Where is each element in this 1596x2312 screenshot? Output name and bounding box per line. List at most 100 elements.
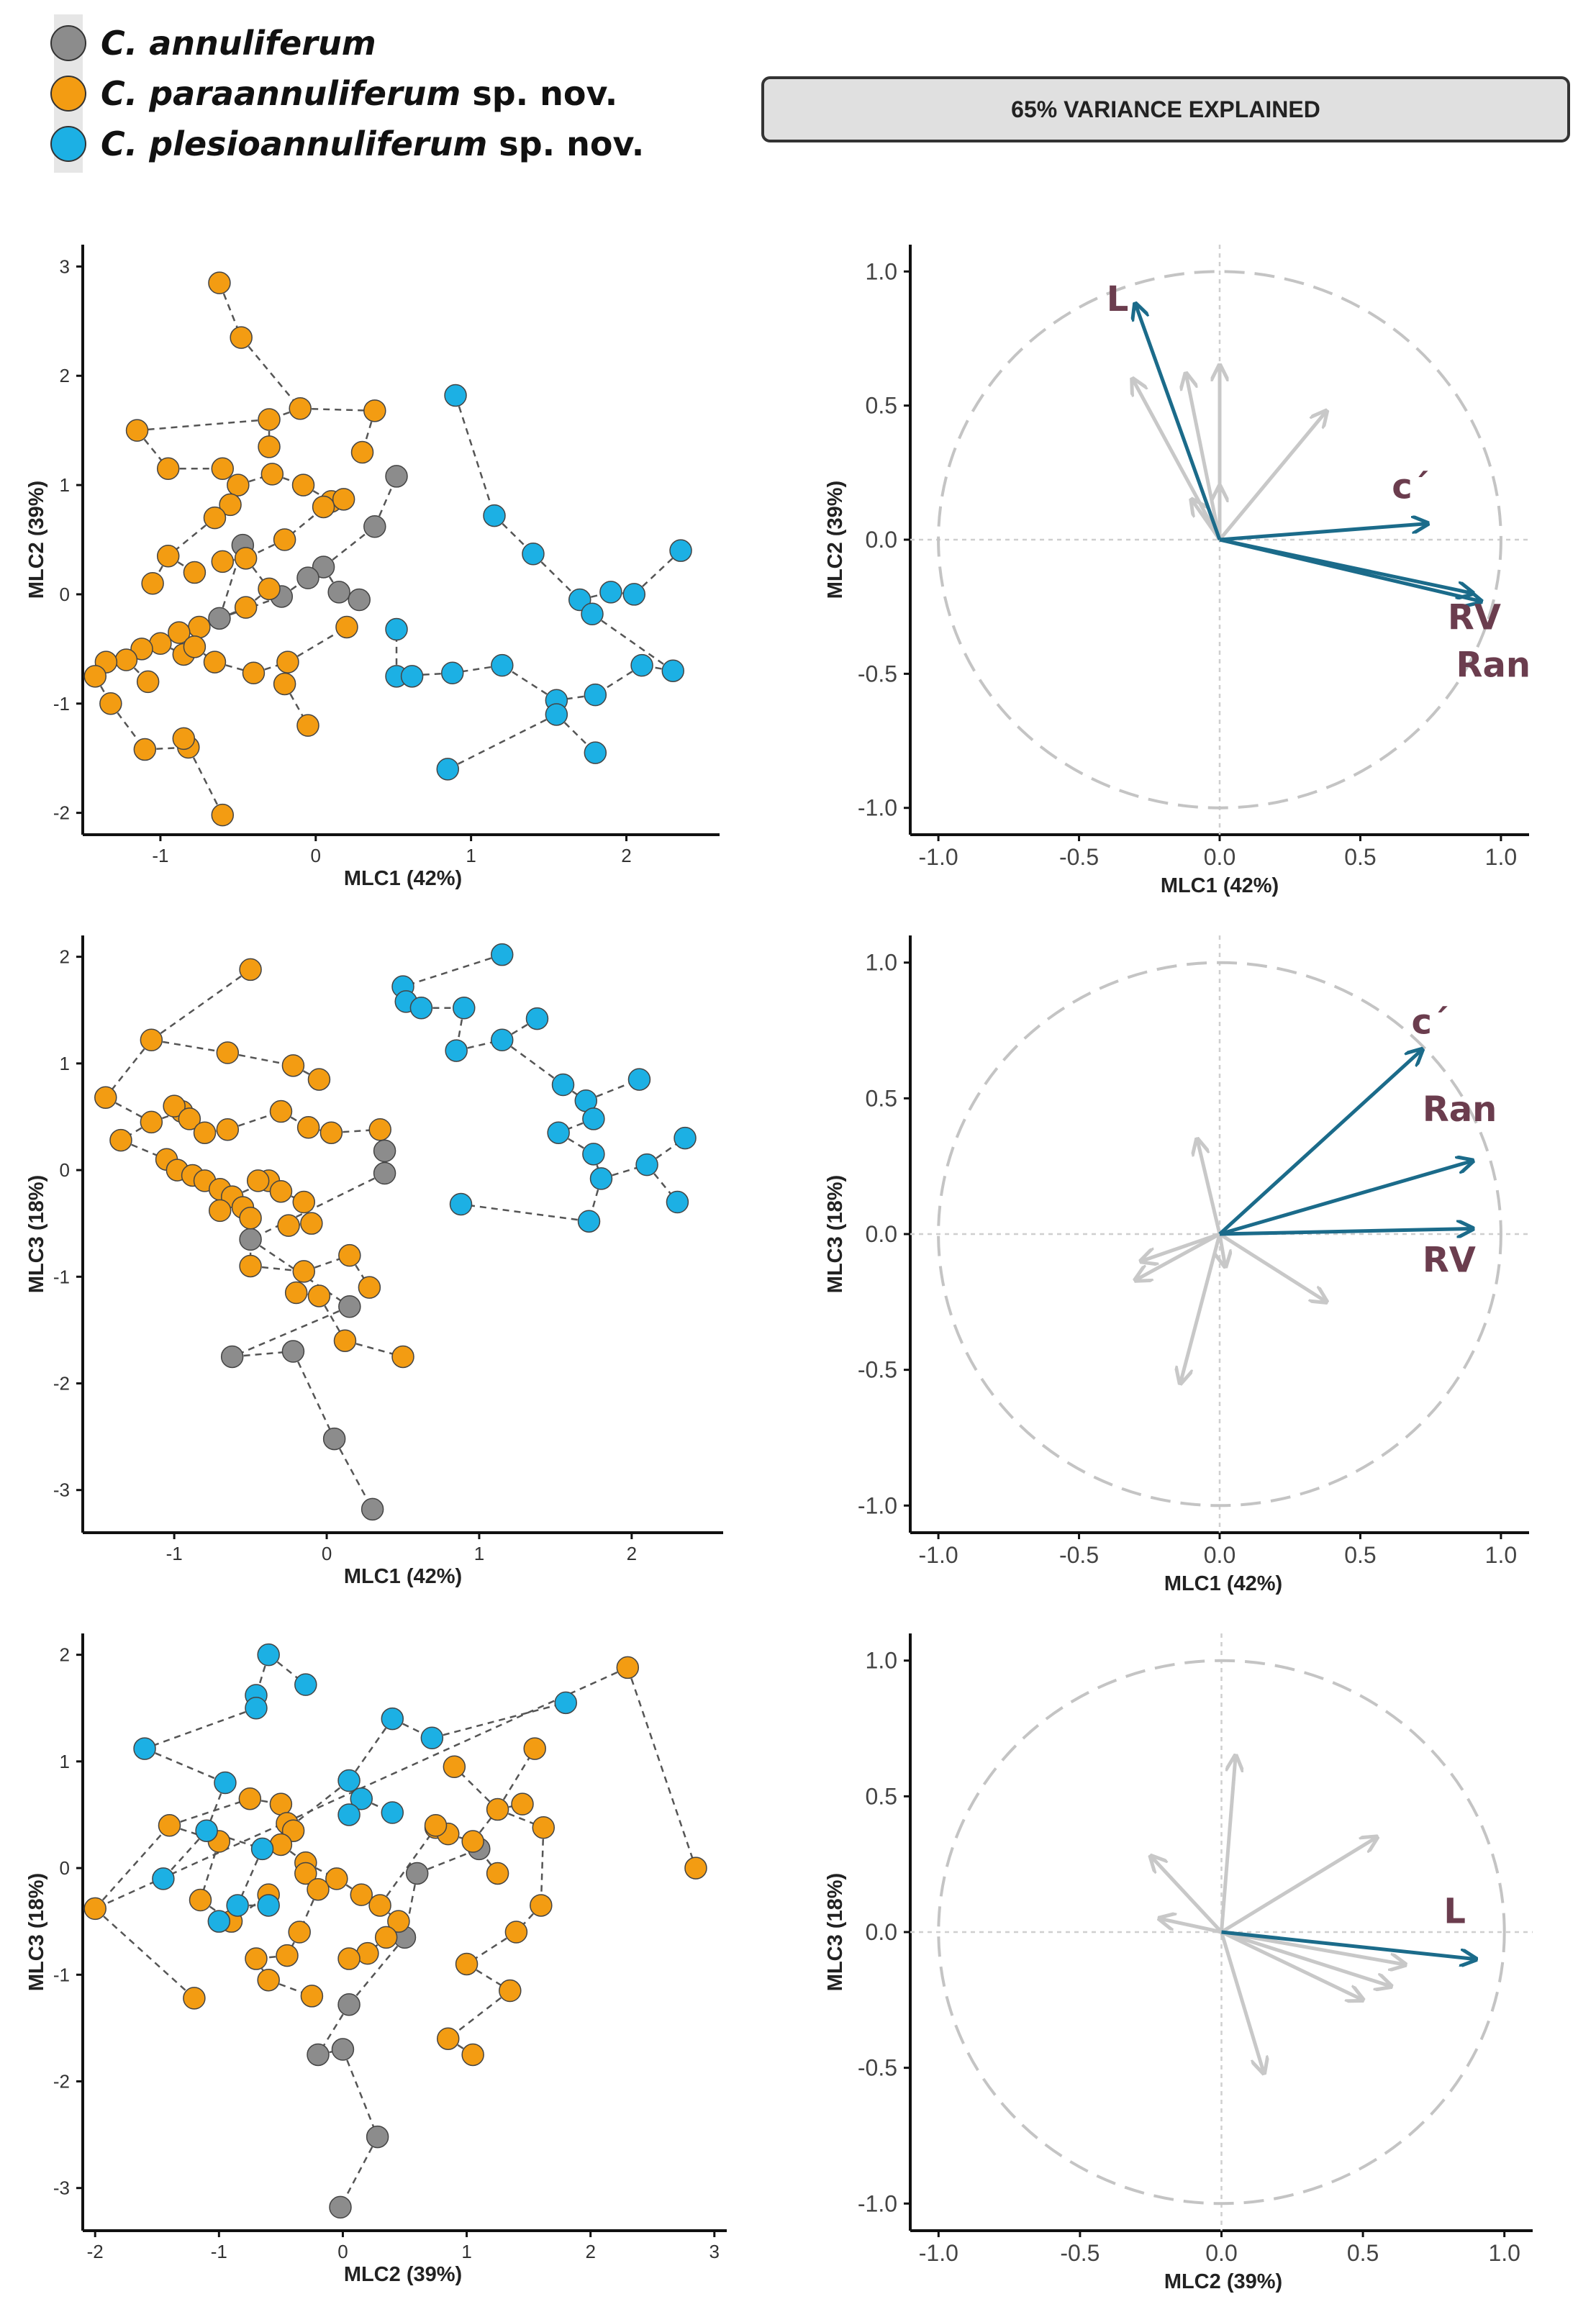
y-tick-label: -1	[53, 1964, 70, 1985]
loading-vector	[1192, 499, 1222, 541]
data-point-cplesioannuliferum	[257, 1643, 280, 1667]
data-point-cparaannuliferum	[307, 1877, 330, 1901]
y-tick-label: -3	[53, 2177, 70, 2199]
x-axis-label: MLC2 (39%)	[344, 2263, 462, 2286]
x-tick-label: 0.5	[1347, 2240, 1379, 2266]
data-point-cannuliferum	[322, 1427, 346, 1451]
data-point-cparaannuliferum	[269, 1100, 293, 1123]
connector-line	[187, 746, 224, 816]
data-point-cparaannuliferum	[350, 440, 374, 464]
data-point-cannuliferum	[281, 1340, 305, 1363]
x-tick-label: 3	[709, 2241, 720, 2262]
y-axis-label: MLC3 (18%)	[824, 1873, 847, 1991]
y-tick-label: 2	[60, 946, 70, 968]
data-point-cplesioannuliferum	[195, 1819, 218, 1842]
data-point-cannuliferum	[296, 566, 319, 589]
y-axis-label: MLC2 (39%)	[824, 481, 847, 599]
loading-vector	[1220, 1930, 1364, 2000]
variance-banner-text: 65% VARIANCE EXPLAINED	[1011, 96, 1320, 122]
legend-label: C. plesioannuliferum sp. nov.	[101, 124, 644, 163]
loading-vector	[1133, 378, 1222, 541]
legend: C. annuliferum C. paraannuliferum sp. no…	[50, 14, 644, 173]
connector-line	[339, 2136, 378, 2208]
data-point-cparaannuliferum	[203, 650, 227, 674]
legend-label: C. paraannuliferum sp. nov.	[101, 74, 617, 113]
data-point-cannuliferum	[385, 465, 408, 488]
connector-line	[447, 713, 557, 771]
data-point-cplesioannuliferum	[337, 1769, 361, 1792]
data-point-cparaannuliferum	[335, 615, 358, 639]
data-point-cparaannuliferum	[193, 1121, 217, 1144]
data-point-cparaannuliferum	[296, 714, 319, 737]
data-point-cparaannuliferum	[168, 621, 191, 644]
x-tick-label: 0.0	[1204, 844, 1235, 870]
y-tick-label: 0.5	[866, 393, 897, 419]
connector-line	[136, 430, 169, 470]
variable-label: L	[1107, 279, 1129, 319]
variable-label: Ran	[1456, 645, 1531, 686]
data-point-cparaannuliferum	[523, 1737, 546, 1760]
connector-line	[540, 1827, 545, 1905]
data-point-cparaannuliferum	[363, 399, 386, 422]
data-point-cparaannuliferum	[325, 1867, 348, 1890]
data-point-cplesioannuliferum	[627, 1068, 651, 1091]
variable-label: RV	[1423, 1240, 1476, 1280]
legend-label: C. annuliferum	[101, 24, 376, 63]
connector-line	[627, 1667, 697, 1869]
data-point-cparaannuliferum	[374, 1926, 398, 1949]
data-point-cparaannuliferum	[133, 738, 157, 761]
y-tick-label: 0.0	[866, 1221, 897, 1247]
circle1-panel: MLC1 (42%) MLC2 (39%) -1.0 -1.0 -0.5 -0.5 0.0 0…	[824, 245, 1531, 897]
data-point-cparaannuliferum	[277, 1214, 300, 1237]
data-point-cannuliferum	[373, 1161, 396, 1185]
connector-line	[250, 1172, 386, 1241]
y-tick-label: -1	[53, 1266, 70, 1287]
data-point-cparaannuliferum	[211, 550, 235, 574]
connector-line	[461, 1203, 589, 1223]
variance-banner-box	[761, 76, 1570, 142]
data-point-cplesioannuliferum	[599, 581, 622, 604]
y-tick-label: 2	[60, 1644, 70, 1666]
y-tick-label: 1	[60, 1751, 70, 1772]
data-point-cparaannuliferum	[424, 1814, 448, 1837]
data-point-cplesioannuliferum	[522, 542, 545, 566]
y-tick-label: -0.5	[858, 661, 897, 686]
data-point-cplesioannuliferum	[257, 1894, 280, 1917]
data-point-cplesioannuliferum	[589, 1167, 613, 1190]
loading-vector	[1159, 1918, 1223, 1934]
data-point-cparaannuliferum	[109, 1128, 132, 1152]
y-tick-label: 1	[60, 1053, 70, 1074]
connector-line	[150, 969, 251, 1041]
data-point-cparaannuliferum	[230, 326, 253, 349]
data-point-cparaannuliferum	[239, 958, 262, 982]
data-point-cparaannuliferum	[269, 1792, 293, 1815]
data-point-cparaannuliferum	[300, 1985, 324, 2008]
y-tick-label: -3	[53, 1479, 70, 1501]
connector-line	[466, 1963, 511, 1992]
legend-item: C. annuliferum	[50, 24, 376, 63]
data-point-cparaannuliferum	[219, 493, 242, 517]
data-point-cparaannuliferum	[227, 473, 250, 497]
unit-circle	[937, 1659, 1506, 2206]
data-point-cannuliferum	[307, 2043, 330, 2067]
data-point-cannuliferum	[405, 1862, 429, 1885]
connector-line	[144, 1747, 226, 1784]
data-point-cparaannuliferum	[260, 463, 284, 486]
loading-vector-highlight	[1219, 524, 1428, 542]
data-point-cparaannuliferum	[307, 1284, 331, 1307]
data-point-cparaannuliferum	[141, 571, 164, 595]
data-point-cparaannuliferum	[99, 692, 122, 715]
x-tick-label: 0.5	[1344, 844, 1376, 870]
data-point-cparaannuliferum	[292, 1190, 316, 1214]
x-axis-label: MLC1 (42%)	[344, 867, 462, 890]
x-tick-label: -2	[87, 2241, 104, 2262]
data-point-cplesioannuliferum	[635, 1153, 658, 1177]
loading-vector	[1220, 1233, 1225, 1266]
data-point-cannuliferum	[337, 1993, 361, 2016]
y-tick-label: -2	[53, 1373, 70, 1395]
data-point-cparaannuliferum	[246, 1169, 270, 1192]
x-tick-label: 1.0	[1488, 2240, 1520, 2266]
data-point-cparaannuliferum	[337, 1947, 361, 1970]
data-point-cplesioannuliferum	[381, 1707, 404, 1731]
connector-line	[120, 1139, 168, 1161]
